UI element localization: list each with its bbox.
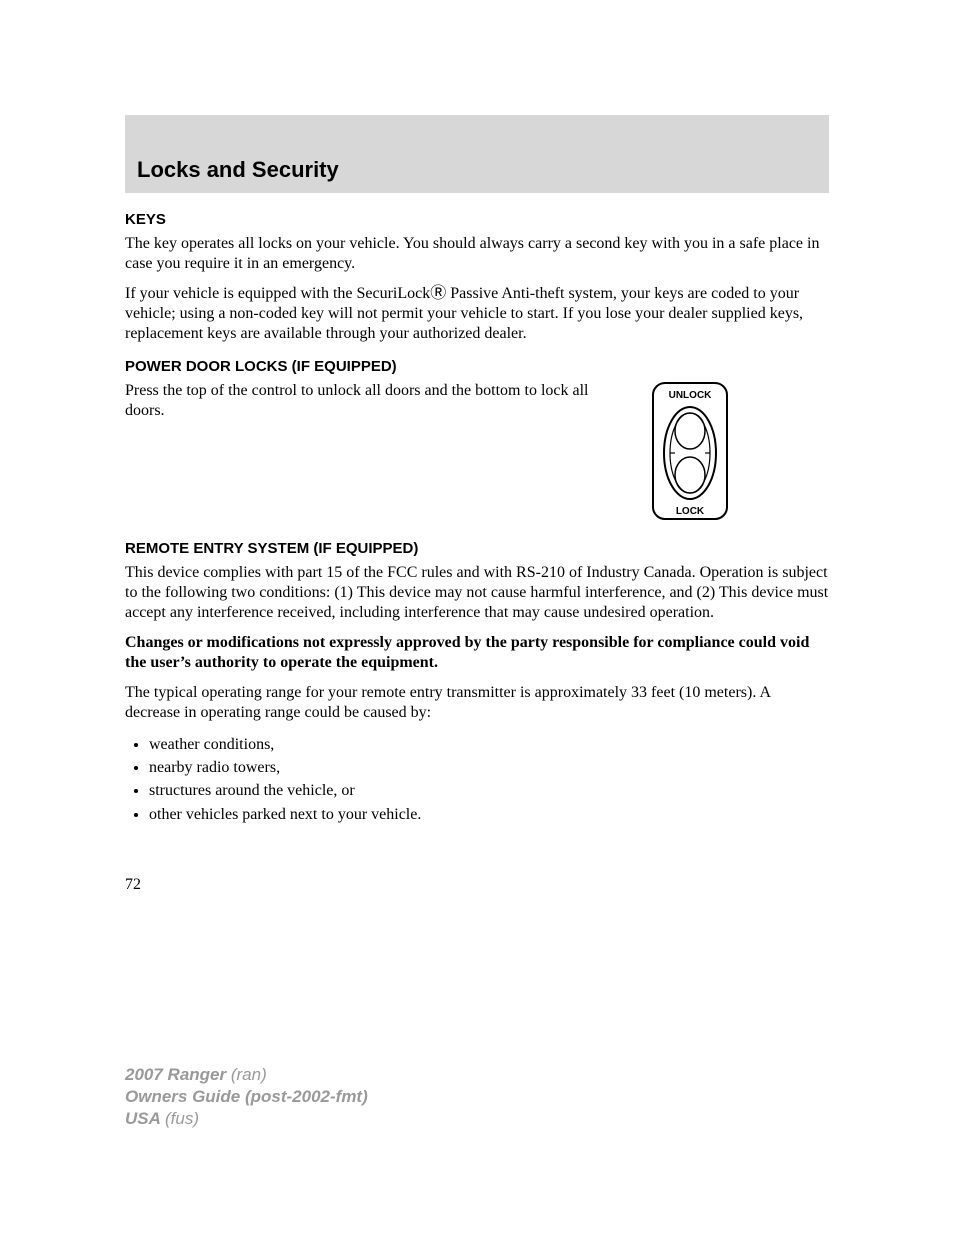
keys-paragraph-1: The key operates all locks on your vehic… [125,234,829,274]
list-item: weather conditions, [149,733,829,756]
chapter-header-bar: Locks and Security [125,115,829,193]
list-item: other vehicles parked next to your vehic… [149,803,829,826]
footer-vehicle-code: (ran) [231,1065,267,1084]
remote-entry-bullets: weather conditions, nearby radio towers,… [125,733,829,826]
remote-entry-warning: Changes or modifications not expressly a… [125,633,829,673]
lock-switch-diagram: UNLOCK LOCK [651,381,729,526]
remote-entry-paragraph-1: This device complies with part 15 of the… [125,563,829,623]
page-number: 72 [125,876,829,894]
power-locks-paragraph: Press the top of the control to unlock a… [125,381,621,421]
footer-region: USA [125,1109,165,1128]
list-item: nearby radio towers, [149,756,829,779]
lock-switch-svg: UNLOCK LOCK [651,381,729,521]
unlock-label: UNLOCK [669,390,713,401]
footer-region-code: (fus) [165,1109,199,1128]
section-heading-power-locks: POWER DOOR LOCKS (IF EQUIPPED) [125,358,829,375]
lock-label: LOCK [676,506,705,517]
remote-entry-paragraph-2: The typical operating range for your rem… [125,683,829,723]
footer: 2007 Ranger (ran) Owners Guide (post-200… [125,1064,368,1130]
list-item: structures around the vehicle, or [149,779,829,802]
footer-guide: Owners Guide (post-2002-fmt) [125,1086,368,1108]
chapter-title: Locks and Security [137,157,339,182]
footer-vehicle: 2007 Ranger [125,1065,231,1084]
section-heading-remote-entry: REMOTE ENTRY SYSTEM (IF EQUIPPED) [125,540,829,557]
section-heading-keys: KEYS [125,211,829,228]
keys-paragraph-2: If your vehicle is equipped with the Sec… [125,284,829,344]
